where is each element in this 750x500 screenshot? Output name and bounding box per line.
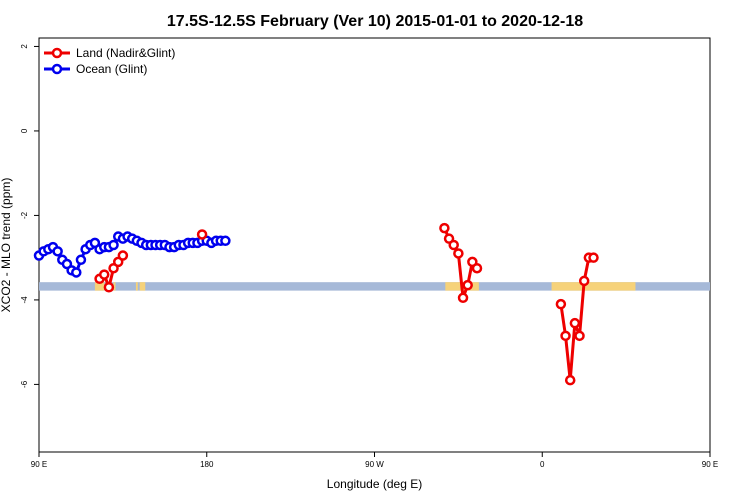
ocean-coverage-band	[39, 282, 710, 291]
land-data-point	[560, 330, 571, 342]
land-data-point	[439, 222, 450, 234]
land-data-point	[564, 374, 576, 386]
x-tick-label: 0	[540, 460, 545, 469]
land-data-point	[471, 262, 483, 274]
x-tick-label: 90 E	[702, 460, 718, 469]
ocean-data-point	[220, 235, 231, 247]
land-coverage-segment	[551, 282, 636, 291]
y-axis-label: XCO2 - MLO trend (ppm)	[0, 178, 13, 313]
land-data-point	[448, 239, 459, 251]
series-layer	[33, 222, 599, 386]
land-data-point	[117, 250, 129, 261]
x-tick-label: 90 W	[365, 460, 384, 469]
land-data-point	[574, 330, 585, 342]
ocean-data-point	[52, 246, 63, 257]
land-data-point	[569, 317, 581, 329]
ocean-legend-marker	[51, 63, 63, 75]
land-data-point	[588, 252, 599, 263]
land-data-point	[453, 248, 464, 259]
ocean-data-point	[108, 239, 119, 251]
chart-title: 17.5S-12.5S February (Ver 10) 2015-01-01…	[167, 13, 583, 30]
land-coverage-segment	[135, 282, 138, 291]
land-coverage-segment	[139, 282, 146, 291]
land-legend-marker	[51, 47, 63, 59]
ocean-legend-label: Ocean (Glint)	[76, 62, 147, 76]
legend: Land (Nadir&Glint) Ocean (Glint)	[44, 46, 175, 76]
x-axis-label: Longitude (deg E)	[327, 477, 422, 491]
x-tick-label: 90 E	[31, 460, 47, 469]
land-data-point	[98, 269, 110, 280]
y-tick-label: 2	[20, 44, 29, 49]
land-coverage-segment	[113, 282, 116, 291]
land-data-point	[103, 281, 115, 293]
land-legend-label: Land (Nadir&Glint)	[76, 46, 175, 60]
y-tick-label: -4	[20, 296, 29, 304]
land-data-point	[555, 298, 567, 310]
x-tick-label: 180	[200, 460, 214, 469]
y-tick-label: 0	[20, 128, 29, 133]
land-data-point	[457, 292, 469, 304]
land-data-point	[578, 275, 590, 287]
y-tick-label: -2	[20, 211, 29, 219]
data-coverage-band	[39, 282, 710, 291]
land-data-point	[196, 229, 208, 240]
x-axis: 90 E 180 90 W 0 90 E	[31, 452, 718, 469]
ocean-data-point	[75, 254, 87, 266]
y-tick-label: -6	[20, 380, 29, 388]
ocean-data-point	[71, 267, 82, 278]
land-data-point	[462, 279, 473, 291]
land-coverage-segment	[94, 282, 105, 291]
y-axis: 2 0 -2 -4 -6	[20, 44, 39, 388]
